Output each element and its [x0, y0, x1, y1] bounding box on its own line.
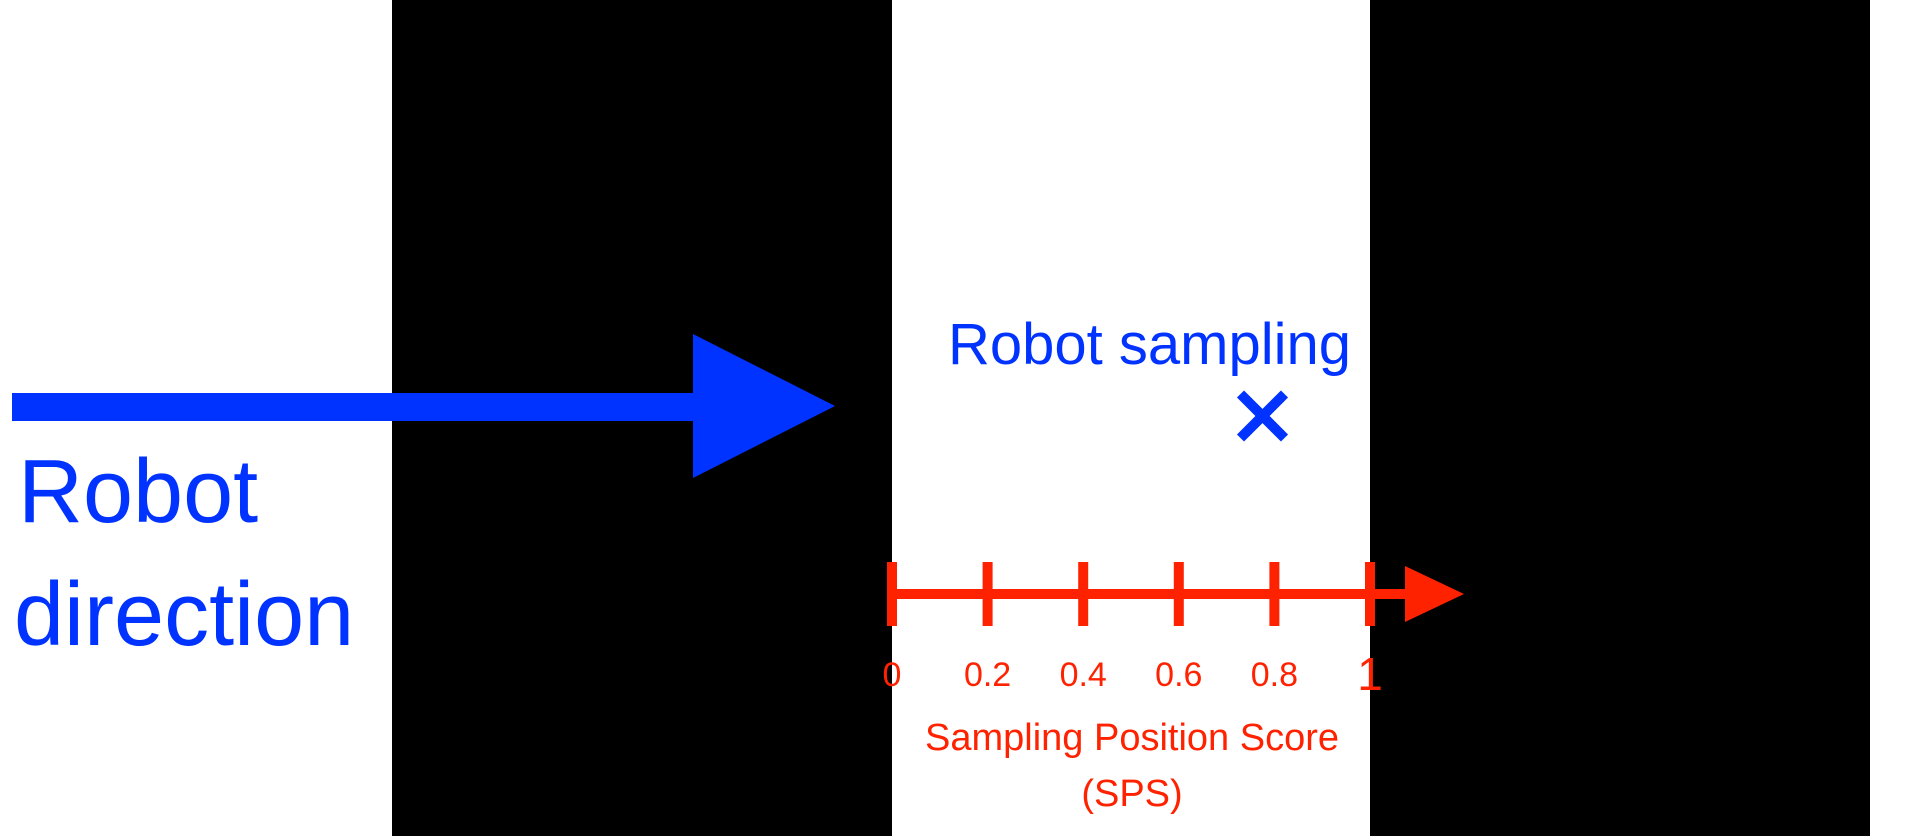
sps-tick-label: 1 [1357, 648, 1383, 700]
robot-sampling-label: Robot sampling [948, 312, 1351, 377]
sps-axis-arrowhead [1405, 566, 1464, 622]
sps-scale: 0 0.2 0.4 0.6 0.8 1 [883, 562, 1464, 700]
sps-ticks [887, 562, 1375, 626]
robot-direction-arrow [12, 334, 835, 478]
sps-title-line1: Sampling Position Score [925, 717, 1339, 759]
black-stripe-right [1370, 0, 1870, 836]
robot-direction-arrow-shaft [12, 393, 712, 421]
x-cross-icon [1236, 390, 1289, 442]
sps-tick-label: 0.8 [1251, 656, 1298, 694]
sps-title-line2: (SPS) [1081, 773, 1182, 815]
robot-direction-arrow-head [693, 334, 835, 478]
sps-tick-label: 0 [883, 656, 902, 694]
x-cross-stroke-2 [1236, 390, 1289, 442]
sps-tick-labels: 0 0.2 0.4 0.6 0.8 1 [883, 648, 1383, 700]
robot-direction-label-line1: Robot [18, 442, 258, 542]
sps-tick-label: 0.6 [1155, 656, 1202, 694]
sps-tick-label: 0.2 [964, 656, 1011, 694]
sps-tick-label: 0.4 [1060, 656, 1107, 694]
robot-direction-label-line2: direction [14, 565, 354, 665]
